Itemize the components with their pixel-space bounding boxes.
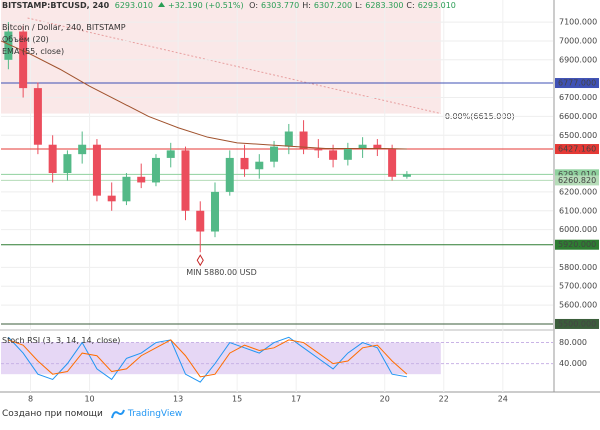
candle-body: [181, 150, 190, 211]
y-tick-label: 5600.000: [559, 301, 597, 310]
ohlc-key: O:: [249, 1, 259, 10]
level-badge: [555, 78, 599, 89]
y-tick-label: 6900.000: [559, 55, 597, 64]
ohlc: O: 6303.770 H: 6307.200 L: 6283.300 C: 6293.010: [249, 1, 459, 10]
candle-body: [78, 144, 87, 155]
ohlc-value: 6293.010: [417, 1, 456, 10]
candle-body: [388, 148, 397, 177]
level-label: 5500.000: [558, 319, 596, 328]
header: BITSTAMP:BTCUSD, 240 6293.010 +32.190 (+…: [2, 1, 462, 10]
ohlc-key: L:: [355, 1, 363, 10]
legend: Bitcoin / Dollar, 240, BITSTAMP Объём (2…: [2, 22, 126, 58]
candle-body: [225, 157, 234, 192]
candle-body: [284, 131, 293, 147]
y-tick-label: 6200.000: [559, 187, 597, 196]
candle-body: [48, 144, 57, 174]
footer-brand: TradingView: [127, 409, 183, 419]
candle-body: [373, 144, 382, 149]
price: 6293.010: [114, 1, 153, 10]
level-label: 5920.000: [558, 240, 596, 249]
candle-body: [137, 176, 146, 183]
candle-body: [33, 88, 42, 145]
candle-body: [329, 150, 338, 160]
level-badge: [555, 169, 599, 180]
candle-body: [358, 144, 367, 149]
annotation: MIN 5880.00 USD: [186, 268, 257, 277]
x-tick-label: 24: [498, 395, 508, 404]
level-label: 6777.000: [558, 79, 596, 88]
fib-zone: [1, 0, 441, 114]
ohlc-value: 6307.200: [313, 1, 353, 10]
level-badge: [555, 318, 599, 329]
candle-body: [196, 210, 205, 232]
annotation-arrow: [196, 254, 204, 267]
ohlc-key: C:: [406, 1, 415, 10]
level-badge: [555, 144, 599, 155]
x-tick-label: 8: [28, 395, 33, 404]
y-tick-label: 6700.000: [559, 93, 597, 102]
x-tick-label: 20: [380, 395, 390, 404]
level-badge: [555, 239, 599, 250]
candle-body: [107, 195, 116, 202]
y-tick-label: 6500.000: [559, 131, 597, 140]
candle-body: [19, 31, 28, 89]
candle-body: [122, 176, 131, 202]
y-tick-label: 6100.000: [559, 206, 597, 215]
candle-body: [92, 144, 101, 196]
candle-body: [314, 148, 323, 151]
footer: Создано при помощи TradingView: [2, 409, 185, 419]
x-tick-label: 15: [232, 395, 242, 404]
candle-body: [402, 174, 411, 177]
ohlc-value: 6283.300: [365, 1, 404, 10]
change: +32.190 (+0.51%): [168, 1, 244, 10]
ema-line: [0, 40, 407, 150]
x-tick-label: 17: [291, 395, 301, 404]
candle-body: [270, 146, 279, 162]
level-label: 6260.820: [558, 176, 596, 185]
candle-body: [211, 191, 220, 232]
y-tick-label: 6000.000: [559, 225, 597, 234]
candle-body: [63, 154, 72, 174]
y-tick-label: 7100.000: [559, 18, 597, 27]
candle-body: [299, 131, 308, 149]
candle-body: [151, 157, 160, 183]
y-tick-label: 6600.000: [559, 112, 597, 121]
y-tick-label: 5800.000: [559, 263, 597, 272]
x-tick-label: 22: [439, 395, 449, 404]
candle-body: [240, 157, 249, 170]
level-label: 6293.010: [558, 170, 596, 179]
candle-body: [255, 161, 264, 170]
ema-legend: EMA (55, close): [2, 47, 65, 56]
level-badge: [555, 175, 599, 186]
ohlc-value: 6303.770: [261, 1, 300, 10]
candle-body: [343, 148, 352, 160]
level-label: 6427.160: [558, 145, 596, 154]
candle-body: [4, 31, 13, 60]
x-tick-label: 13: [173, 395, 183, 404]
y-tick-label: 40.000: [559, 359, 587, 368]
y-tick-label: 7000.000: [559, 36, 597, 45]
symbol: BITSTAMP:BTCUSD, 240: [2, 1, 110, 10]
stoch-band: [1, 342, 441, 375]
logo: [110, 409, 125, 419]
stoch-line: [8, 339, 408, 378]
footer-text: Создано при помощи: [2, 409, 103, 419]
y-tick-label: 80.000: [559, 338, 587, 347]
y-tick-label: 5700.000: [559, 282, 597, 291]
x-tick-label: 10: [84, 395, 94, 404]
candle-body: [166, 150, 175, 158]
stoch-line: [8, 336, 407, 383]
title: Bitcoin / Dollar, 240, BITSTAMP: [2, 23, 126, 32]
up-arrow: [158, 2, 166, 7]
stoch-title: Stoch RSI (3, 3, 14, 14, close): [2, 336, 121, 345]
ohlc-key: H:: [302, 1, 311, 10]
volume-legend: Объём (20): [2, 35, 49, 44]
